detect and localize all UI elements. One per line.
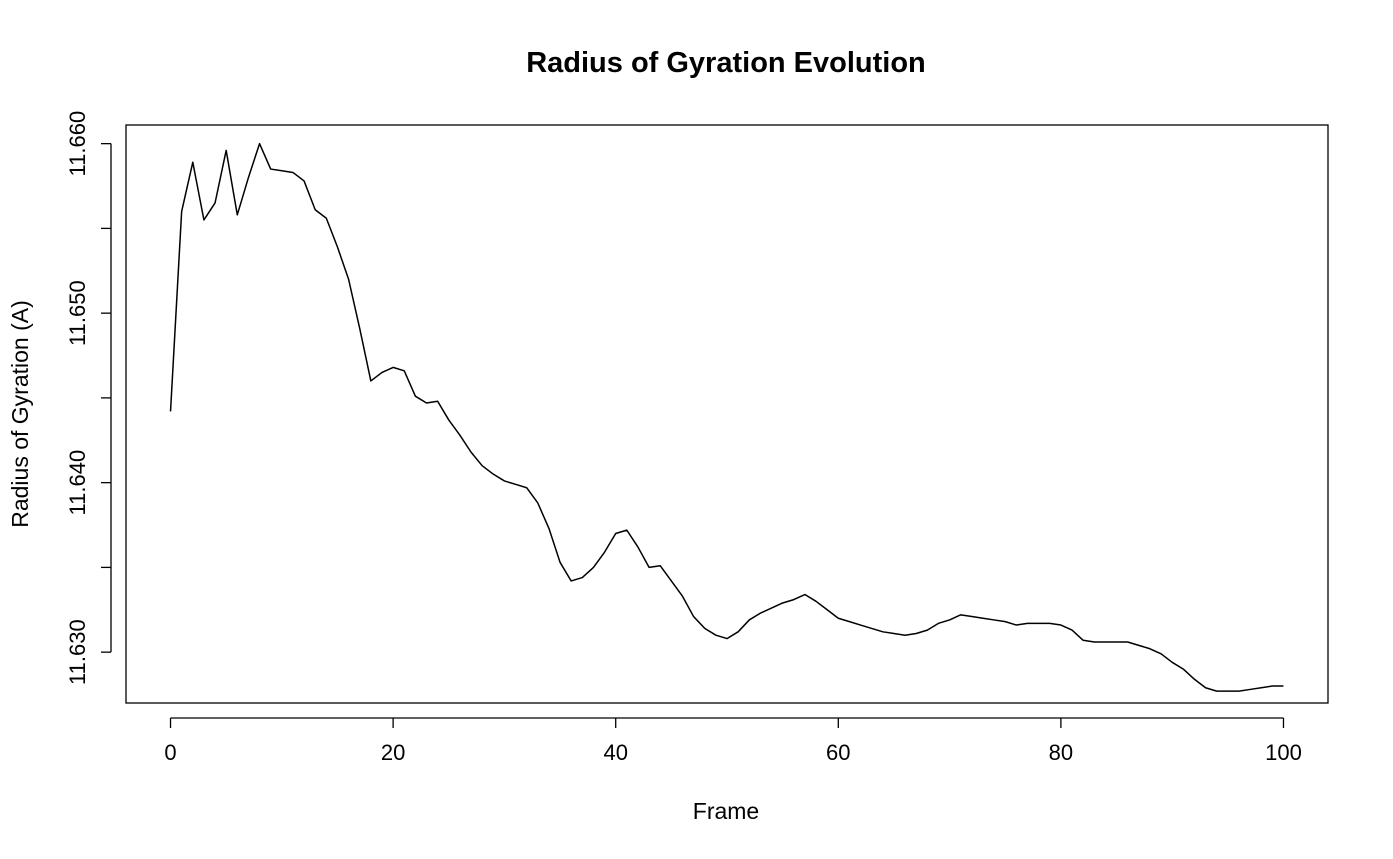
x-tick-label: 80 [1049, 740, 1073, 765]
y-tick-label: 11.630 [65, 619, 90, 685]
y-tick-label: 11.660 [65, 111, 90, 177]
plot-frame [125, 124, 1329, 704]
y-axis: 11.630 11.640 11.650 11.660 [65, 111, 112, 685]
y-tick-label: 11.650 [65, 280, 90, 346]
y-axis-title: Radius of Gyration (A) [7, 300, 33, 528]
x-tick-label: 100 [1265, 740, 1302, 765]
x-axis-title: Frame [693, 798, 759, 824]
y-tick-label: 11.640 [65, 450, 90, 516]
x-axis: 0 20 40 60 80 100 [164, 717, 1302, 765]
chart-title: Radius of Gyration Evolution [526, 47, 926, 79]
x-tick-label: 60 [826, 740, 850, 765]
rg-series-line [169, 142, 1284, 692]
x-tick-label: 0 [164, 740, 176, 765]
x-tick-label: 40 [603, 740, 627, 765]
x-tick-label: 20 [381, 740, 405, 765]
